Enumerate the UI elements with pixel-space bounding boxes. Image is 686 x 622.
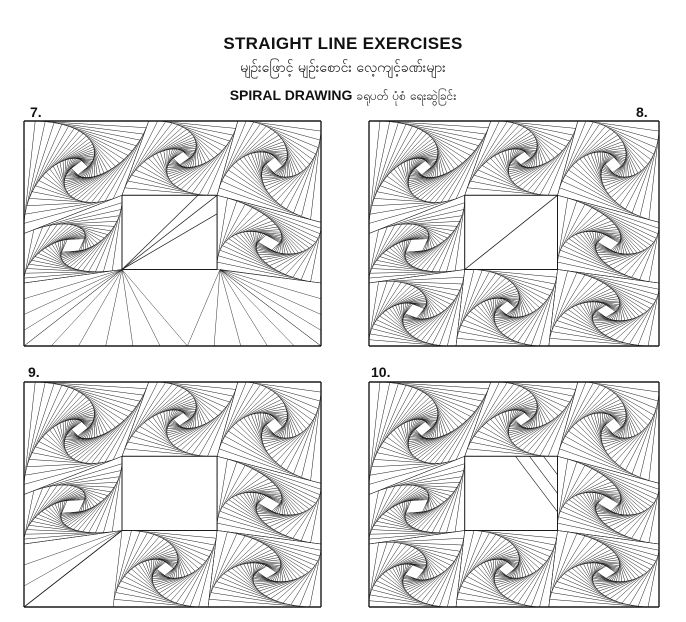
- exercise-number-7: 7.: [30, 104, 42, 120]
- spiral-drawing-9: [23, 381, 322, 608]
- exercise-number-10: 10.: [371, 364, 391, 380]
- exercise-number-9: 9.: [28, 364, 40, 380]
- exercise-number-8: 8.: [636, 104, 648, 120]
- page-title: STRAIGHT LINE EXERCISES: [223, 34, 463, 53]
- spiral-drawing-7: [23, 120, 322, 347]
- section-heading-english: SPIRAL DRAWING: [229, 87, 353, 103]
- spiral-drawing-10: [368, 381, 660, 608]
- section-heading-myanmar: ခရုပတ် ပုံစံ ရေးဆွဲခြင်း: [356, 89, 457, 103]
- subtitle-myanmar: မျဉ်းဖြောင့် မျဉ်းစောင်း လေ့ကျင့်ခဏ်းမျာ…: [240, 60, 446, 76]
- spiral-drawing-8: [368, 120, 660, 347]
- section-heading: SPIRAL DRAWING ခရုပတ် ပုံစံ ရေးဆွဲခြင်း: [0, 87, 686, 106]
